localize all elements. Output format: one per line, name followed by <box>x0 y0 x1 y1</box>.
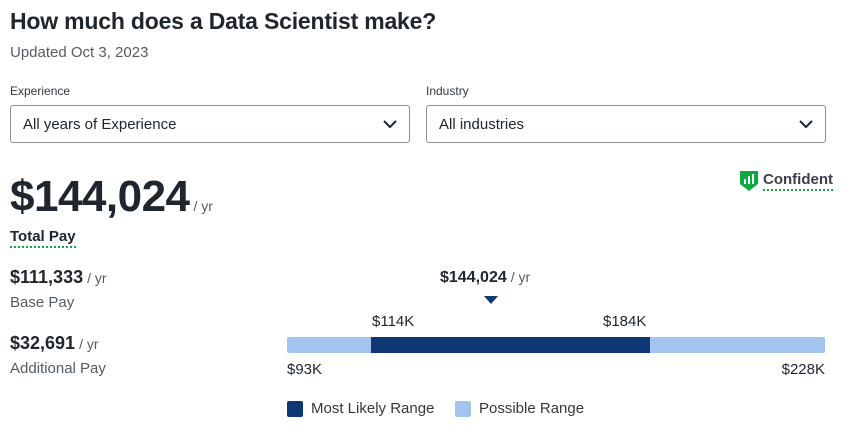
shield-chart-icon <box>739 170 759 192</box>
total-pay-unit: / yr <box>193 198 213 214</box>
median-pay-value: $144,024 <box>440 269 507 286</box>
additional-pay-amount: $32,691 / yr <box>10 333 99 354</box>
range-min-label: $93K <box>287 361 323 378</box>
confidence-label: Confident <box>763 171 833 191</box>
base-pay-unit: / yr <box>87 270 107 286</box>
base-pay-label: Base Pay <box>10 294 75 311</box>
additional-pay-unit: / yr <box>79 336 99 352</box>
page-title: How much does a Data Scientist make? <box>10 8 437 34</box>
additional-pay-value: $32,691 <box>10 333 76 353</box>
experience-select-value: All years of Experience <box>23 115 177 133</box>
total-pay-amount: $144,024 / yr <box>10 172 213 222</box>
likely-low-label: $114K <box>372 313 415 330</box>
industry-select[interactable]: All industries <box>426 105 826 143</box>
total-pay-value: $144,024 <box>10 172 190 221</box>
median-pay: $144,024 / yr <box>440 269 530 287</box>
legend-likely-label: Most Likely Range <box>311 400 435 417</box>
median-pay-unit: / yr <box>510 269 531 285</box>
updated-date: Updated Oct 3, 2023 <box>10 44 149 61</box>
median-marker <box>484 296 498 304</box>
confidence-badge[interactable]: Confident <box>739 170 833 192</box>
industry-label: Industry <box>426 84 469 98</box>
legend-possible-label: Possible Range <box>479 400 585 417</box>
pay-range-bar <box>287 337 825 353</box>
industry-select-value: All industries <box>439 115 525 133</box>
additional-pay-label: Additional Pay <box>10 360 106 377</box>
chevron-down-icon <box>799 117 813 131</box>
experience-select[interactable]: All years of Experience <box>10 105 410 143</box>
legend-most-likely: Most Likely Range <box>287 400 434 417</box>
base-pay-value: $111,333 <box>10 267 84 287</box>
legend-possible: Possible Range <box>455 400 584 417</box>
legend-swatch-possible <box>455 400 471 417</box>
base-pay-amount: $111,333 / yr <box>10 267 107 288</box>
most-likely-range-segment <box>370 337 650 353</box>
legend-swatch-likely <box>287 400 303 417</box>
experience-label: Experience <box>10 84 71 98</box>
chevron-down-icon <box>383 117 397 131</box>
range-max-label: $228K <box>781 361 825 378</box>
likely-high-label: $184K <box>603 313 647 330</box>
total-pay-label[interactable]: Total Pay <box>10 228 76 248</box>
